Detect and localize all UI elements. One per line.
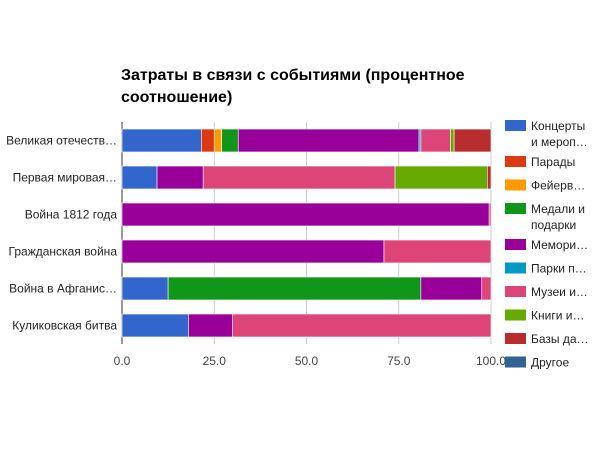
bar-segment bbox=[188, 313, 233, 338]
x-tick-label: 50.0 bbox=[295, 354, 319, 368]
bar-segment bbox=[232, 313, 492, 338]
category-label: Война 1812 года bbox=[25, 208, 118, 222]
bar-segment bbox=[201, 128, 215, 153]
legend-label: Книги и… bbox=[531, 309, 584, 323]
bar-segment bbox=[202, 165, 396, 190]
legend-label: Парады bbox=[531, 155, 575, 169]
category-label: Гражданская война bbox=[9, 245, 118, 259]
bar-segment bbox=[121, 128, 202, 153]
bar-segment bbox=[121, 313, 189, 338]
bar-segment bbox=[450, 128, 455, 153]
bar-segment bbox=[121, 165, 158, 190]
bar-segment bbox=[420, 128, 451, 153]
bar-segment bbox=[487, 165, 492, 190]
grid-lines bbox=[121, 122, 492, 344]
category-labels: Великая отечеств… Первая мировая… Война 18… bbox=[6, 134, 117, 333]
x-tick-label: 0.0 bbox=[114, 354, 131, 368]
bar-segment bbox=[453, 128, 492, 153]
bar-segment bbox=[221, 128, 239, 153]
legend-label: Музеи и… bbox=[531, 285, 588, 299]
legend-label: Концерты bbox=[531, 119, 585, 133]
bar-segment bbox=[156, 165, 204, 190]
bar-segment bbox=[213, 128, 222, 153]
bar-segment bbox=[121, 239, 385, 264]
x-tick-label: 75.0 bbox=[387, 354, 411, 368]
legend-swatch bbox=[505, 262, 526, 274]
legend-label: Медали и bbox=[531, 202, 585, 216]
legend-label: Базы да… bbox=[531, 332, 589, 346]
bar-segment bbox=[237, 128, 420, 153]
chart-title-line: соотношение) bbox=[121, 89, 232, 106]
legend-label: и мероп… bbox=[531, 135, 588, 149]
legend-swatch bbox=[505, 309, 526, 321]
legend-swatch bbox=[505, 239, 526, 250]
legend-swatch bbox=[505, 286, 526, 297]
bars bbox=[121, 128, 492, 338]
category-label: Куликовская битва bbox=[12, 319, 117, 333]
legend-label: подарки bbox=[531, 218, 576, 232]
category-label: Первая мировая… bbox=[13, 171, 117, 185]
legend-swatch bbox=[505, 333, 526, 344]
bar-segment bbox=[167, 276, 422, 301]
legend-swatch bbox=[505, 120, 526, 131]
legend-label: Другое bbox=[531, 356, 569, 370]
legend-swatch bbox=[505, 156, 526, 167]
chart-title-line: Затраты в связи с событиями (процентное bbox=[121, 67, 465, 84]
bar-segment bbox=[481, 276, 492, 301]
category-label: Великая отечеств… bbox=[6, 134, 117, 148]
bar-segment bbox=[488, 202, 492, 227]
legend: Концерты и мероп… Парады Фейерв… Медали и под… bbox=[505, 119, 589, 370]
bar-segment bbox=[394, 165, 488, 190]
legend-label: Мемори… bbox=[531, 238, 588, 252]
x-tick-label: 25.0 bbox=[203, 354, 227, 368]
x-axis-tick-labels: 0.0 25.0 50.0 75.0 100.0 bbox=[114, 354, 507, 368]
bar-segment bbox=[420, 276, 483, 301]
legend-label: Фейерв… bbox=[531, 179, 585, 193]
legend-label: Парки п… bbox=[531, 262, 587, 276]
legend-swatch bbox=[505, 179, 526, 191]
chart-title: Затраты в связи с событиями (процентное с… bbox=[121, 67, 465, 106]
bar-segment bbox=[121, 276, 169, 301]
bar-segment bbox=[121, 202, 490, 227]
category-label: Война в Афганис… bbox=[9, 282, 117, 296]
x-tick-label: 100.0 bbox=[476, 354, 506, 368]
legend-swatch bbox=[505, 356, 526, 368]
legend-swatch bbox=[505, 203, 526, 214]
bar-segment bbox=[383, 239, 492, 264]
